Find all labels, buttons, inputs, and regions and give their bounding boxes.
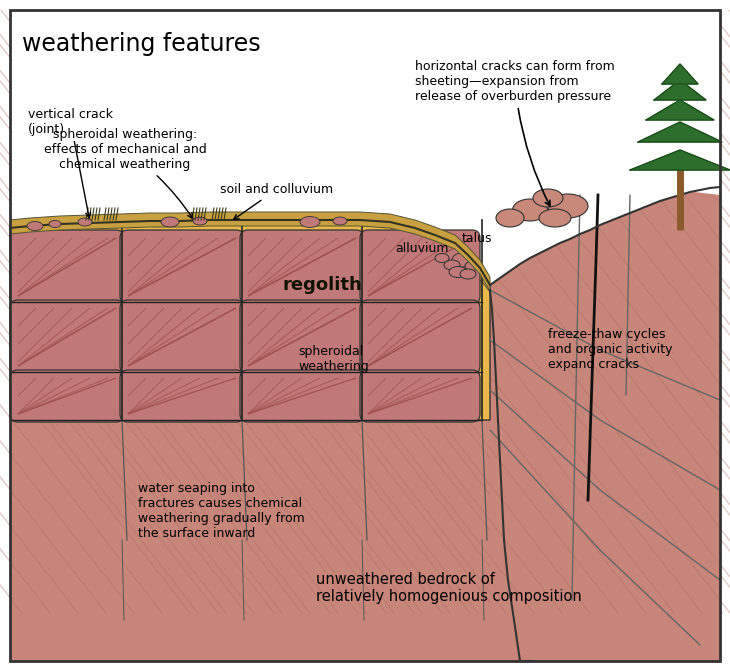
Polygon shape: [654, 80, 706, 100]
FancyBboxPatch shape: [10, 230, 124, 304]
FancyBboxPatch shape: [240, 230, 364, 304]
Polygon shape: [420, 246, 490, 292]
Text: horizontal cracks can form from
sheeting—expansion from
release of overburden pr: horizontal cracks can form from sheeting…: [415, 60, 615, 206]
Ellipse shape: [435, 254, 449, 262]
Ellipse shape: [539, 209, 571, 227]
Ellipse shape: [333, 217, 347, 225]
FancyBboxPatch shape: [360, 300, 480, 374]
Polygon shape: [638, 122, 722, 142]
FancyBboxPatch shape: [120, 230, 244, 304]
FancyBboxPatch shape: [10, 300, 124, 374]
FancyBboxPatch shape: [10, 370, 124, 422]
Ellipse shape: [443, 265, 453, 271]
Ellipse shape: [460, 267, 470, 273]
Polygon shape: [490, 10, 720, 661]
Polygon shape: [662, 64, 698, 84]
Polygon shape: [10, 10, 720, 661]
FancyBboxPatch shape: [240, 370, 364, 422]
FancyBboxPatch shape: [360, 370, 480, 422]
Polygon shape: [490, 10, 720, 285]
FancyBboxPatch shape: [120, 370, 244, 422]
Polygon shape: [646, 100, 714, 120]
Text: spheroidal
weathering: spheroidal weathering: [298, 345, 369, 373]
Text: soil and colluvium: soil and colluvium: [220, 183, 333, 219]
Text: freeze-thaw cycles
and organic activity
expand cracks: freeze-thaw cycles and organic activity …: [548, 328, 672, 371]
Polygon shape: [10, 10, 720, 285]
Ellipse shape: [193, 217, 207, 225]
FancyBboxPatch shape: [360, 230, 480, 304]
Text: talus: talus: [462, 232, 493, 245]
Ellipse shape: [548, 194, 588, 218]
Text: spheroidal weathering:
effects of mechanical and
chemical weathering: spheroidal weathering: effects of mechan…: [44, 128, 207, 218]
Text: water seaping into
fractures causes chemical
weathering gradually from
the surfa: water seaping into fractures causes chem…: [138, 482, 304, 540]
Ellipse shape: [449, 266, 467, 278]
Ellipse shape: [425, 257, 435, 263]
Polygon shape: [10, 212, 490, 291]
Ellipse shape: [427, 252, 437, 258]
Text: weathering features: weathering features: [22, 32, 261, 56]
Ellipse shape: [460, 269, 476, 279]
Text: unweathered bedrock of
relatively homogenious composition: unweathered bedrock of relatively homoge…: [316, 572, 582, 605]
Ellipse shape: [457, 263, 467, 269]
Polygon shape: [630, 150, 730, 170]
Ellipse shape: [444, 260, 460, 270]
Ellipse shape: [496, 209, 524, 227]
Ellipse shape: [447, 259, 457, 265]
FancyBboxPatch shape: [120, 300, 244, 374]
Ellipse shape: [78, 218, 92, 226]
Ellipse shape: [453, 269, 463, 275]
FancyBboxPatch shape: [240, 300, 364, 374]
Ellipse shape: [161, 217, 179, 227]
Ellipse shape: [512, 199, 548, 221]
Text: alluvium: alluvium: [395, 242, 448, 255]
Polygon shape: [10, 220, 490, 420]
Ellipse shape: [465, 262, 479, 270]
Text: regolith: regolith: [282, 276, 362, 294]
Ellipse shape: [49, 221, 61, 227]
Text: vertical crack
(joint): vertical crack (joint): [28, 108, 113, 218]
Ellipse shape: [433, 260, 443, 266]
Ellipse shape: [533, 189, 563, 207]
Ellipse shape: [452, 253, 472, 267]
Ellipse shape: [437, 255, 447, 261]
Ellipse shape: [27, 221, 43, 231]
Ellipse shape: [300, 217, 320, 227]
